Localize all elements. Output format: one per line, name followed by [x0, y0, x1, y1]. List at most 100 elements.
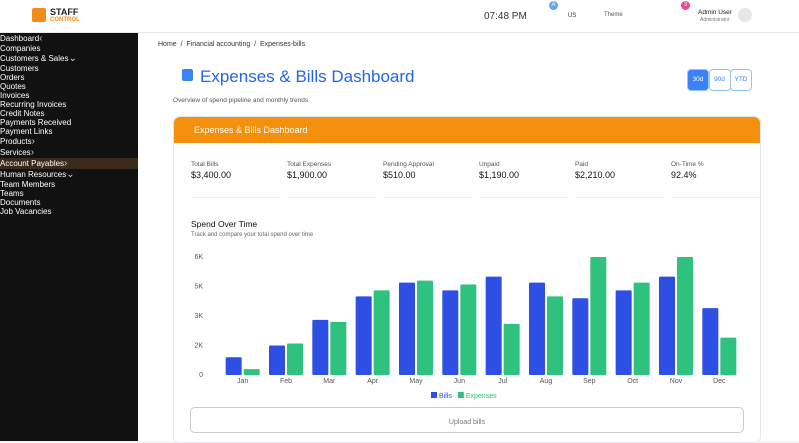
- logo: STAFF: [50, 7, 79, 17]
- bar: [529, 282, 545, 375]
- kpi-value: $1,190.00: [479, 170, 520, 180]
- nav-item[interactable]: Team Members: [0, 180, 138, 189]
- kpi: Pending Approval $510.00: [383, 161, 471, 198]
- nav-item[interactable]: Teams: [0, 189, 138, 198]
- logo-sub: CONTROL: [50, 17, 80, 23]
- range-button[interactable]: YTD: [730, 69, 752, 91]
- nav-item[interactable]: Dashboard‹: [0, 33, 138, 44]
- kpi: Paid $2,210.00: [575, 161, 663, 198]
- nav-item[interactable]: Job Vacancies: [0, 207, 138, 216]
- crumb[interactable]: Home: [158, 41, 177, 48]
- bar: [590, 257, 607, 375]
- bar: [503, 323, 520, 375]
- nav-label: Customers: [0, 64, 39, 73]
- page-title: Expenses & Bills Dashboard: [200, 67, 415, 86]
- chevron: ⌄: [68, 53, 77, 64]
- nav-item[interactable]: Orders: [0, 73, 138, 82]
- user-name[interactable]: Admin User: [698, 9, 732, 16]
- chevron: ‹: [39, 33, 43, 44]
- kpi-label: Pending Approval: [383, 161, 434, 168]
- nav-label: Services: [0, 148, 31, 157]
- bar: [702, 308, 719, 375]
- legend-swatch: [431, 392, 437, 398]
- notif-badge: 3: [681, 1, 690, 10]
- bar: [373, 290, 390, 375]
- nav-item[interactable]: Credit Notes: [0, 109, 138, 118]
- chevron: ›: [30, 147, 35, 158]
- nav-item[interactable]: Account Payables›: [0, 158, 138, 169]
- card-title: Expenses & Bills Dashboard: [194, 125, 308, 135]
- chevron: ›: [64, 158, 68, 169]
- range-button[interactable]: 90d: [708, 69, 731, 91]
- card: Expenses & Bills Dashboard Total Bills $3…: [173, 116, 761, 443]
- kpi-value: 92.4%: [671, 170, 697, 180]
- avatar[interactable]: [738, 8, 752, 22]
- x-tick-label: Nov: [670, 378, 683, 385]
- x-tick-label: May: [409, 378, 423, 385]
- nav-item[interactable]: Quotes: [0, 82, 138, 91]
- bar: [312, 319, 329, 375]
- chart-subtitle: Track and compare your total spend over …: [191, 232, 314, 238]
- top-bar: STAFF CONTROL 07:48 PM A US Theme 3 Admi…: [0, 0, 799, 33]
- bar: [572, 298, 589, 375]
- nav-item[interactable]: Companies: [0, 44, 138, 53]
- locale[interactable]: US: [568, 13, 577, 19]
- y-tick-label: 5K: [194, 284, 203, 291]
- y-tick-label: 2K: [194, 343, 203, 350]
- nav-label: Credit Notes: [0, 109, 45, 118]
- bar: [330, 321, 347, 375]
- bar: [677, 257, 693, 375]
- x-tick-label: Jun: [454, 378, 465, 385]
- logo-icon: [32, 8, 46, 22]
- nav-label: Dashboard: [0, 34, 40, 43]
- bar: [659, 276, 675, 375]
- nav-item[interactable]: Customers: [0, 64, 138, 73]
- chart-title: Spend Over Time: [191, 219, 258, 229]
- nav-item[interactable]: Invoices: [0, 91, 138, 100]
- nav-label: Recurring Invoices: [0, 100, 67, 109]
- kpi-label: Total Bills: [191, 161, 219, 168]
- kpi: Unpaid $1,190.00: [479, 161, 567, 198]
- kpi-value: $1,900.00: [287, 170, 328, 180]
- nav-item[interactable]: Human Resources⌄: [0, 169, 138, 180]
- bar: [269, 345, 285, 375]
- x-tick-label: Dec: [713, 378, 726, 385]
- legend-swatch: [457, 392, 464, 398]
- nav-item[interactable]: Payment Links: [0, 127, 138, 136]
- nav-label: Orders: [0, 73, 25, 82]
- kpi-label: Paid: [575, 161, 589, 168]
- x-tick-label: Aug: [540, 378, 553, 385]
- nav-label: Job Vacancies: [0, 207, 52, 216]
- bar: [460, 284, 477, 375]
- bar: [633, 282, 650, 375]
- nav-item[interactable]: Payments Received: [0, 118, 138, 127]
- range-button[interactable]: 30d: [687, 69, 709, 91]
- bar: [399, 282, 415, 375]
- bar: [243, 369, 260, 375]
- nav-label: Payments Received: [0, 118, 72, 127]
- kpi-label: Unpaid: [479, 161, 500, 168]
- nav-item[interactable]: Documents: [0, 198, 138, 207]
- nav-label: Products: [0, 137, 32, 146]
- nav-label: Invoices: [0, 91, 30, 100]
- bar: [442, 290, 459, 375]
- upload-button[interactable]: Upload bills: [190, 407, 744, 433]
- nav-item[interactable]: Customers & Sales⌄: [0, 53, 138, 64]
- crumb[interactable]: Financial accounting: [186, 41, 251, 48]
- kpi-value: $3,400.00: [191, 170, 232, 180]
- kpi-value: $2,210.00: [575, 170, 616, 180]
- breadcrumb: Home / Financial accounting / Expenses-b…: [158, 41, 306, 48]
- nav-item[interactable]: Recurring Invoices: [0, 100, 138, 109]
- clock: 07:48 PM: [484, 11, 527, 22]
- kpi: On-Time % 92.4%: [671, 161, 759, 198]
- nav-label: Customers & Sales: [0, 54, 69, 63]
- legend-label: Expenses: [466, 393, 497, 400]
- theme[interactable]: Theme: [604, 12, 623, 18]
- kpi-label: On-Time %: [671, 161, 704, 168]
- x-tick-label: Sep: [583, 378, 596, 385]
- nav-item[interactable]: Products›: [0, 136, 138, 147]
- user-role: Administrator: [700, 17, 730, 23]
- nav-item[interactable]: Services›: [0, 147, 138, 158]
- kpi-label: Total Expenses: [287, 161, 332, 168]
